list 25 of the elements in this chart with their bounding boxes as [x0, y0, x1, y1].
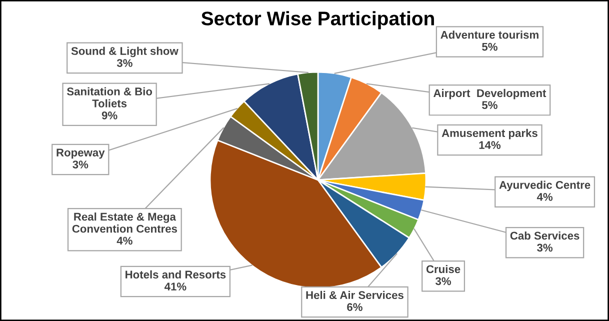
- slice-label: Sanitation & Bio Toliets: [66, 87, 152, 108]
- slice-label: Airport Development: [434, 88, 546, 100]
- data-label: 6%: [347, 303, 362, 312]
- slice-label: Adventure tourism: [440, 30, 538, 39]
- data-label: 3%: [116, 59, 132, 67]
- data-label: 4%: [536, 193, 553, 201]
- data-label: 41%: [164, 282, 186, 290]
- chart-title: Sector Wise Participation: [201, 11, 434, 30]
- data-label: 14%: [479, 141, 501, 149]
- slice-label: Sound & Light show: [71, 46, 178, 58]
- slice-label: Hotels and Resorts: [126, 270, 226, 279]
- slice-label: Cruise: [426, 264, 460, 274]
- data-label: 9%: [102, 111, 118, 120]
- slice-label: Real Estate & Mega Convention Centres: [72, 212, 178, 233]
- data-label: 5%: [482, 42, 498, 51]
- slice-label: Ayurvedic Centre: [499, 180, 590, 192]
- data-label: 4%: [116, 236, 132, 245]
- slice-label: Ropeway: [56, 148, 105, 159]
- data-label: 3%: [537, 244, 553, 252]
- data-label: 3%: [72, 160, 88, 168]
- slice-label: Amusement parks: [442, 128, 538, 140]
- slice-label: Heli & Air Services: [306, 290, 404, 300]
- data-label: 5%: [482, 101, 498, 110]
- data-label: 3%: [436, 277, 452, 286]
- slice-label: Cab Services: [510, 231, 580, 240]
